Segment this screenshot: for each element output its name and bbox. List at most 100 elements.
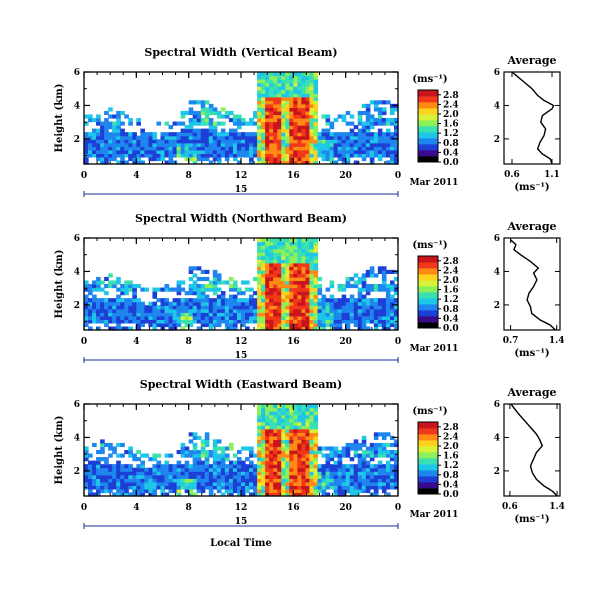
heatmap-cells: [84, 238, 399, 331]
heatmap-cell: [381, 280, 387, 285]
heatmap-cell: [257, 305, 262, 310]
heatmap-cell: [245, 280, 250, 285]
heatmap-cell: [224, 149, 230, 154]
heatmap-cell: [269, 82, 274, 87]
heatmap-cell: [116, 319, 121, 324]
heatmap-cell: [92, 294, 97, 299]
heatmap-cell: [273, 315, 278, 320]
heatmap-cell: [200, 153, 206, 158]
heatmap-cell: [188, 467, 194, 472]
heatmap-cell: [277, 146, 282, 151]
heatmap-cell: [236, 312, 242, 317]
heatmap-cell: [297, 128, 302, 133]
heatmap-cell: [120, 156, 125, 162]
heatmap-cell: [293, 132, 298, 137]
heatmap-cell: [176, 474, 182, 479]
heatmap-cell: [309, 114, 315, 119]
heatmap-cell: [128, 478, 133, 483]
heatmap-cell: [369, 301, 375, 306]
heatmap-cell: [112, 481, 117, 486]
heatmap-cell: [216, 319, 222, 324]
heatmap-cell: [257, 453, 262, 458]
heatmap-cell: [261, 135, 266, 140]
heatmap-cell: [172, 139, 178, 144]
heatmap-cell: [172, 474, 178, 479]
heatmap-cell: [152, 481, 158, 486]
heatmap-cell: [200, 287, 206, 292]
heatmap-cell: [325, 114, 331, 119]
heatmap-cell: [188, 312, 194, 317]
heatmap-cell: [301, 269, 307, 274]
heatmap-cell: [313, 291, 319, 296]
heatmap-cell: [265, 460, 270, 465]
heatmap-cell: [220, 467, 226, 472]
heatmap-cell: [224, 142, 230, 147]
heatmap-cell: [192, 156, 198, 162]
heatmap-cell: [345, 446, 351, 451]
heatmap-cell: [293, 255, 298, 260]
heatmap-cell: [305, 142, 311, 147]
heatmap-cell: [277, 301, 282, 306]
heatmap-cell: [265, 308, 270, 313]
heatmap-cell: [156, 121, 162, 126]
heatmap-cell: [285, 153, 290, 158]
heatmap-cell: [349, 153, 355, 158]
heatmap-cell: [96, 450, 101, 455]
heatmap-cell: [273, 485, 278, 490]
heatmap-cell: [200, 442, 206, 448]
heatmap-cell: [333, 485, 339, 490]
heatmap-cell: [176, 485, 182, 490]
heatmap-cell: [377, 114, 383, 119]
heatmap-cell: [249, 315, 254, 320]
heatmap-cell: [381, 322, 387, 328]
heatmap-cell: [245, 319, 250, 324]
heatmap-cell: [293, 72, 298, 77]
heatmap-cell: [116, 121, 121, 126]
heatmap-cell: [273, 132, 278, 137]
heatmap-cell: [369, 312, 375, 317]
heatmap-cell: [365, 481, 371, 486]
heatmap-cell: [393, 457, 399, 462]
heatmap-cell: [100, 485, 105, 490]
heatmap-cell: [349, 488, 355, 494]
heatmap-cell: [313, 266, 319, 271]
colorbar-segment: [418, 482, 438, 489]
heatmap-cell: [313, 252, 319, 257]
heatmap-cell: [200, 460, 206, 465]
heatmap-cell: [381, 121, 387, 126]
heatmap-cell: [100, 146, 105, 151]
heatmap-cell: [208, 132, 214, 137]
heatmap-cell: [317, 488, 323, 494]
heatmap-cell: [377, 156, 383, 162]
heatmap-cell: [269, 485, 274, 490]
heatmap-cell: [208, 118, 214, 123]
heatmap-cell: [257, 276, 262, 282]
heatmap-cell: [365, 121, 371, 126]
heatmap-cell: [273, 107, 278, 112]
y-tick-label: 4: [74, 267, 80, 277]
heatmap-cell: [208, 298, 214, 303]
heatmap-cell: [132, 467, 137, 472]
heatmap-cell: [305, 435, 311, 440]
heatmap-cell: [92, 315, 97, 320]
heatmap-cell: [349, 305, 355, 310]
heatmap-cell: [301, 153, 307, 158]
heatmap-cell: [100, 121, 105, 126]
heatmap-cell: [277, 160, 282, 165]
heatmap-cell: [164, 142, 170, 147]
heatmap-cell: [289, 245, 294, 250]
heatmap-cell: [176, 460, 182, 465]
heatmap-cell: [261, 492, 266, 497]
heatmap-cell: [100, 478, 105, 483]
heatmap-cell: [136, 135, 141, 140]
heatmap-cell: [176, 149, 182, 154]
heatmap-cell: [184, 446, 190, 451]
heatmap-cell: [192, 319, 198, 324]
heatmap-cell: [116, 110, 121, 116]
heatmap-cell: [329, 305, 335, 310]
heatmap-cell: [200, 322, 206, 328]
heatmap-cell: [389, 284, 395, 289]
heatmap-cell: [281, 298, 286, 303]
heatmap-cell: [377, 315, 383, 320]
heatmap-cell: [224, 474, 230, 479]
